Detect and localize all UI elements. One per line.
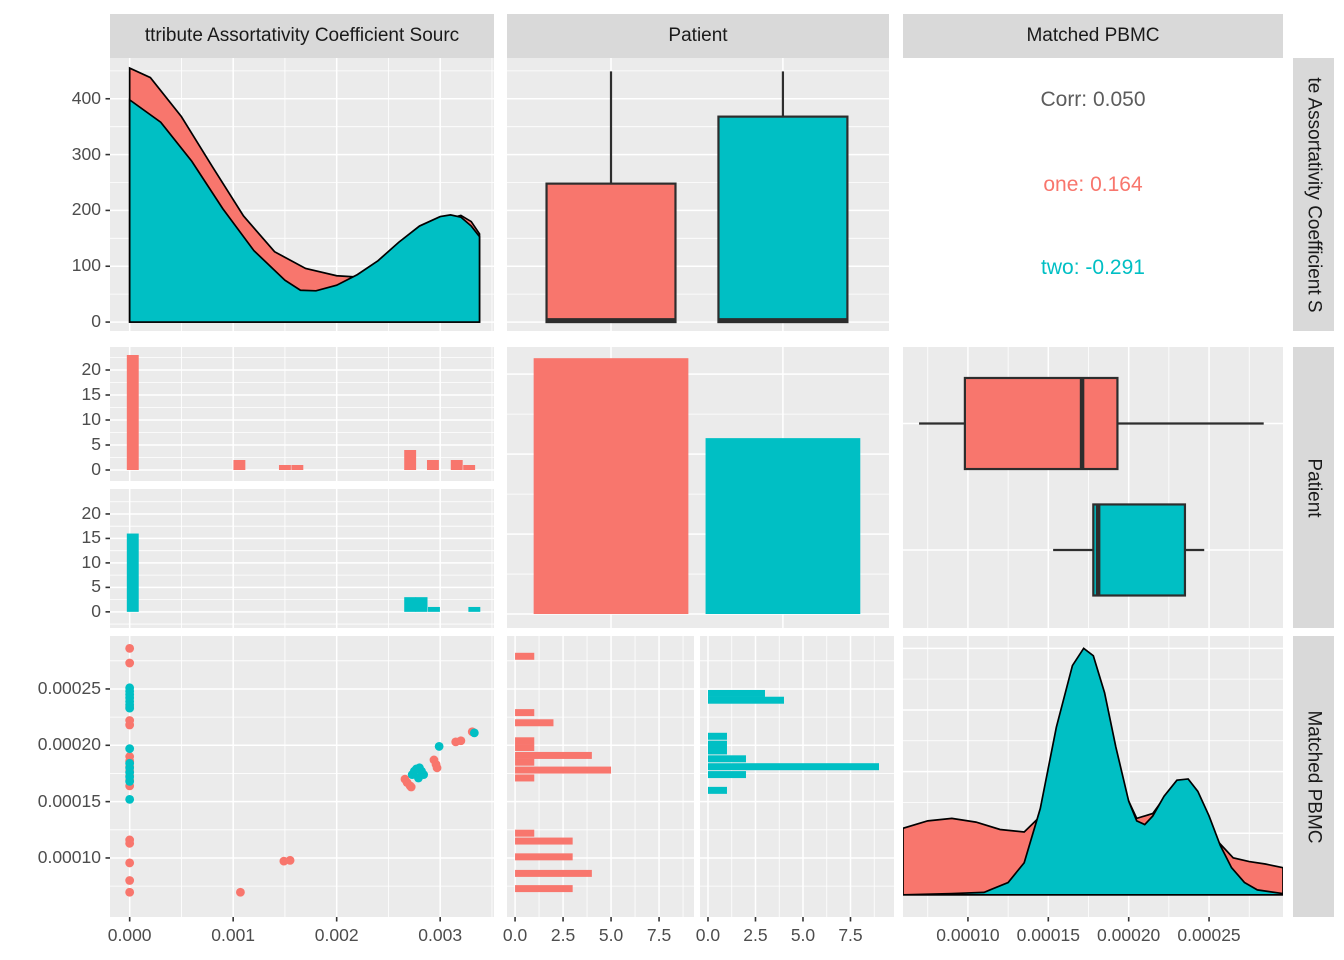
axis-tick-label: 5.0 xyxy=(598,925,624,945)
axis-tick-label: 0.00015 xyxy=(37,790,101,811)
axis-tick-label: 2.5 xyxy=(550,925,576,945)
axis-tick-label: 5 xyxy=(91,576,101,597)
axis-tick-label: 10 xyxy=(81,551,101,572)
axis-tick-label: 0.00010 xyxy=(37,846,101,867)
axis-tick-label: 0 xyxy=(91,459,101,479)
strip-right-row1: te Assortativity Coefficient S xyxy=(1293,58,1334,331)
axis-tick-label: 0.00010 xyxy=(936,925,1000,945)
panel-p11 xyxy=(110,58,494,331)
axis-tick-label: 0.00025 xyxy=(1177,925,1241,945)
strip-right-row3-label: Matched PBMC xyxy=(1303,709,1325,844)
axis-tick-label: 5.0 xyxy=(790,925,816,945)
axis-tick-label: 200 xyxy=(71,199,101,220)
axis-tick-label: 7.5 xyxy=(838,925,863,945)
axis-tick-label: 15 xyxy=(81,384,101,404)
corr-group-one: one: 0.164 xyxy=(1043,173,1143,196)
panel-p21a xyxy=(110,347,494,481)
axis-tick-label: 0.002 xyxy=(314,925,359,945)
correlation-panel: Corr: 0.050 one: 0.164 two: -0.291 xyxy=(903,58,1283,331)
corr-group-two: two: -0.291 xyxy=(1041,256,1145,279)
axis-tick-label: 0.000 xyxy=(107,925,152,945)
corr-overall: Corr: 0.050 xyxy=(1040,88,1146,111)
axis-tick-label: 20 xyxy=(81,502,101,523)
panel-p22 xyxy=(507,347,889,628)
panel-p31 xyxy=(110,636,494,917)
axis-tick-label: 7.5 xyxy=(646,925,672,945)
strip-right-row3: Matched PBMC xyxy=(1293,636,1334,917)
axis-tick-label: 0.0 xyxy=(502,925,528,945)
strip-top-col2-label: Patient xyxy=(668,25,728,46)
strip-top-col1-label: ttribute Assortativity Coefficient Sourc xyxy=(144,25,460,46)
panel-p12 xyxy=(507,58,889,331)
axis-tick-label: 10 xyxy=(81,409,101,429)
strip-top-col3: Matched PBMC xyxy=(903,14,1283,58)
axis-tick-label: 400 xyxy=(71,87,101,108)
axis-tick-label: 2.5 xyxy=(743,925,768,945)
strip-top-col3-label: Matched PBMC xyxy=(1026,25,1160,46)
axis-tick-label: 20 xyxy=(81,359,101,379)
axis-tick-label: 0 xyxy=(91,311,101,332)
strip-right-row2-label: Patient xyxy=(1303,457,1325,518)
panel-p33 xyxy=(903,636,1283,917)
strip-right-row1-label: te Assortativity Coefficient S xyxy=(1303,76,1325,313)
axis-tick-label: 0.00015 xyxy=(1016,925,1080,945)
panel-p21b xyxy=(110,489,494,628)
panel-p32a xyxy=(507,636,694,917)
panel-p23 xyxy=(903,347,1283,628)
strip-top-col2: Patient xyxy=(507,14,889,58)
axis-tick-label: 0.0 xyxy=(695,925,721,945)
axis-tick-label: 100 xyxy=(71,255,101,276)
strip-right-row2: Patient xyxy=(1293,347,1334,628)
axis-tick-label: 300 xyxy=(71,143,101,164)
axis-tick-label: 5 xyxy=(91,434,101,454)
axis-tick-label: 0.00020 xyxy=(37,734,101,755)
axis-tick-label: 15 xyxy=(81,527,101,548)
axis-tick-label: 0.00025 xyxy=(37,677,101,698)
panel-p32b xyxy=(700,636,894,917)
axis-tick-label: 0.00020 xyxy=(1097,925,1161,945)
axis-tick-label: 0 xyxy=(91,600,101,621)
axis-tick-label: 0.003 xyxy=(418,925,463,945)
strip-top-col1: ttribute Assortativity Coefficient Sourc xyxy=(110,14,494,58)
axis-tick-label: 0.001 xyxy=(211,925,256,945)
